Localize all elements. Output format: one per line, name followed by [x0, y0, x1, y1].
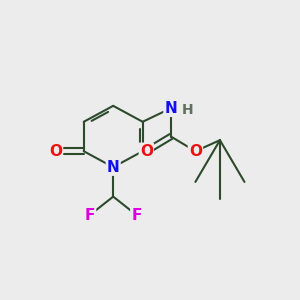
Text: O: O [49, 144, 62, 159]
Text: N: N [164, 101, 177, 116]
Text: F: F [131, 208, 142, 223]
Text: F: F [85, 208, 95, 223]
Text: O: O [140, 144, 153, 159]
Text: N: N [107, 160, 120, 175]
Text: O: O [189, 144, 202, 159]
Text: H: H [182, 103, 194, 116]
